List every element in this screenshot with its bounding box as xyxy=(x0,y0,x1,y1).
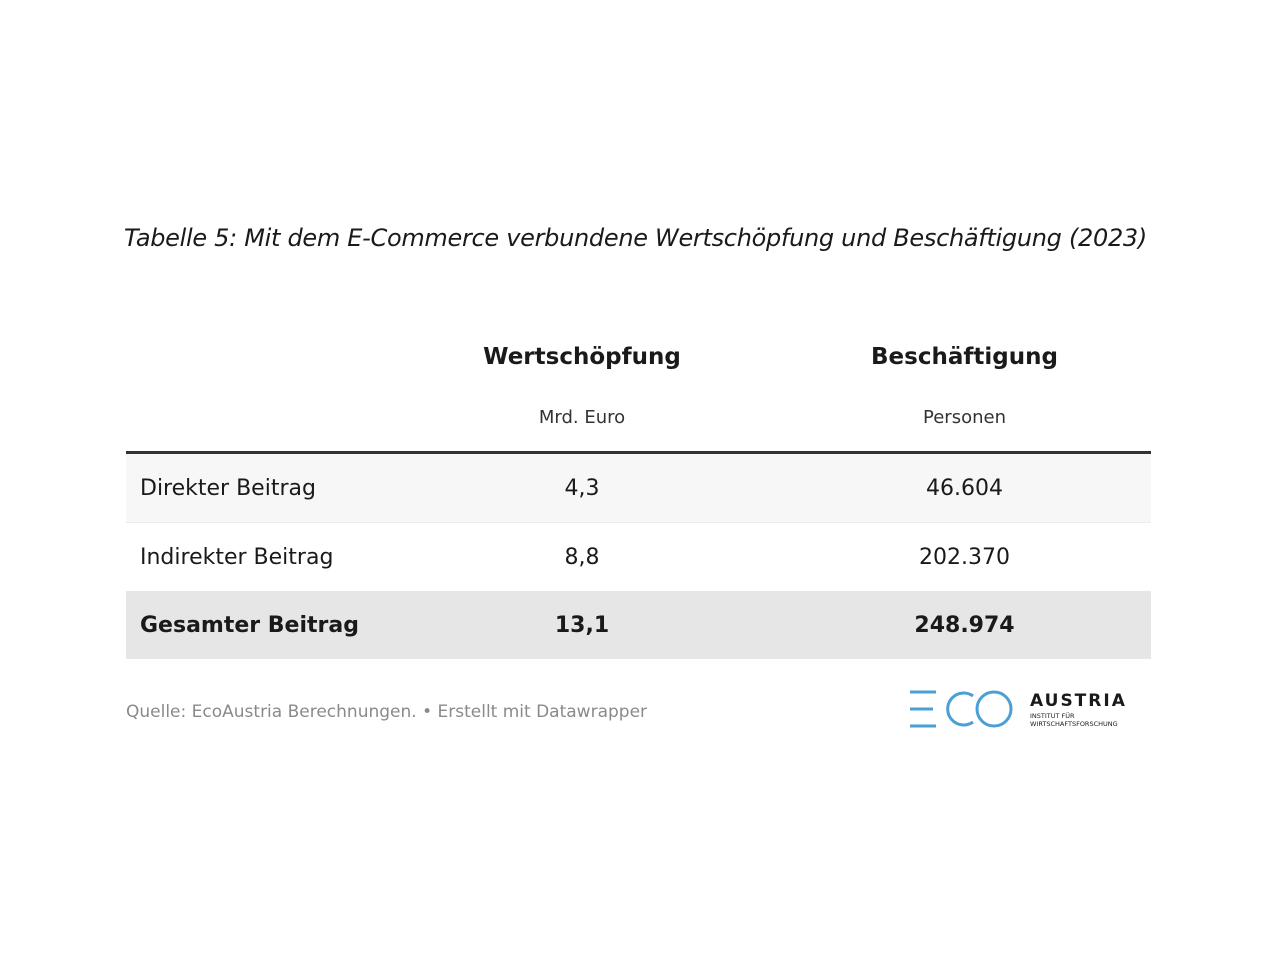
row-label: Indirekter Beitrag xyxy=(126,522,386,591)
unit-wertschoepfung: Mrd. Euro xyxy=(386,384,778,454)
cell-wertschoepfung: 8,8 xyxy=(386,522,778,591)
table-caption: Tabelle 5: Mit dem E-Commerce verbundene… xyxy=(124,224,1147,252)
cell-wertschoepfung: 4,3 xyxy=(386,452,778,523)
table-row: Indirekter Beitrag 8,8 202.370 xyxy=(126,522,1151,591)
data-table: Wertschöpfung Beschäftigung Mrd. Euro Pe… xyxy=(126,330,1151,659)
header-beschaeftigung: Beschäftigung xyxy=(871,344,1058,370)
ecoaustria-logo: AUSTRIA INSTITUT FÜR WIRTSCHAFTSFORSCHUN… xyxy=(910,690,1127,728)
eco-mark xyxy=(910,690,1013,728)
logo-name: AUSTRIA xyxy=(1030,691,1127,711)
unit-row: Mrd. Euro Personen xyxy=(126,384,1151,454)
row-label: Direkter Beitrag xyxy=(126,452,386,523)
cell-beschaeftigung: 46.604 xyxy=(778,452,1151,523)
logo-line1: INSTITUT FÜR xyxy=(1030,711,1075,720)
cell-beschaeftigung: 202.370 xyxy=(778,522,1151,591)
cell-beschaeftigung: 248.974 xyxy=(778,591,1151,659)
unit-beschaeftigung: Personen xyxy=(778,384,1151,454)
table-row-total: Gesamter Beitrag 13,1 248.974 xyxy=(126,591,1151,659)
row-label: Gesamter Beitrag xyxy=(126,591,386,659)
source-note: Quelle: EcoAustria Berechnungen. • Erste… xyxy=(126,702,648,722)
header-row: Wertschöpfung Beschäftigung xyxy=(126,330,1151,384)
header-wertschoepfung: Wertschöpfung xyxy=(483,344,681,370)
data-table-container: Wertschöpfung Beschäftigung Mrd. Euro Pe… xyxy=(126,330,1151,659)
table-row: Direkter Beitrag 4,3 46.604 xyxy=(126,452,1151,523)
unit-label xyxy=(126,384,386,454)
logo-line2: WIRTSCHAFTSFORSCHUNG xyxy=(1030,720,1118,728)
cell-wertschoepfung: 13,1 xyxy=(386,591,778,659)
header-label xyxy=(126,330,386,384)
